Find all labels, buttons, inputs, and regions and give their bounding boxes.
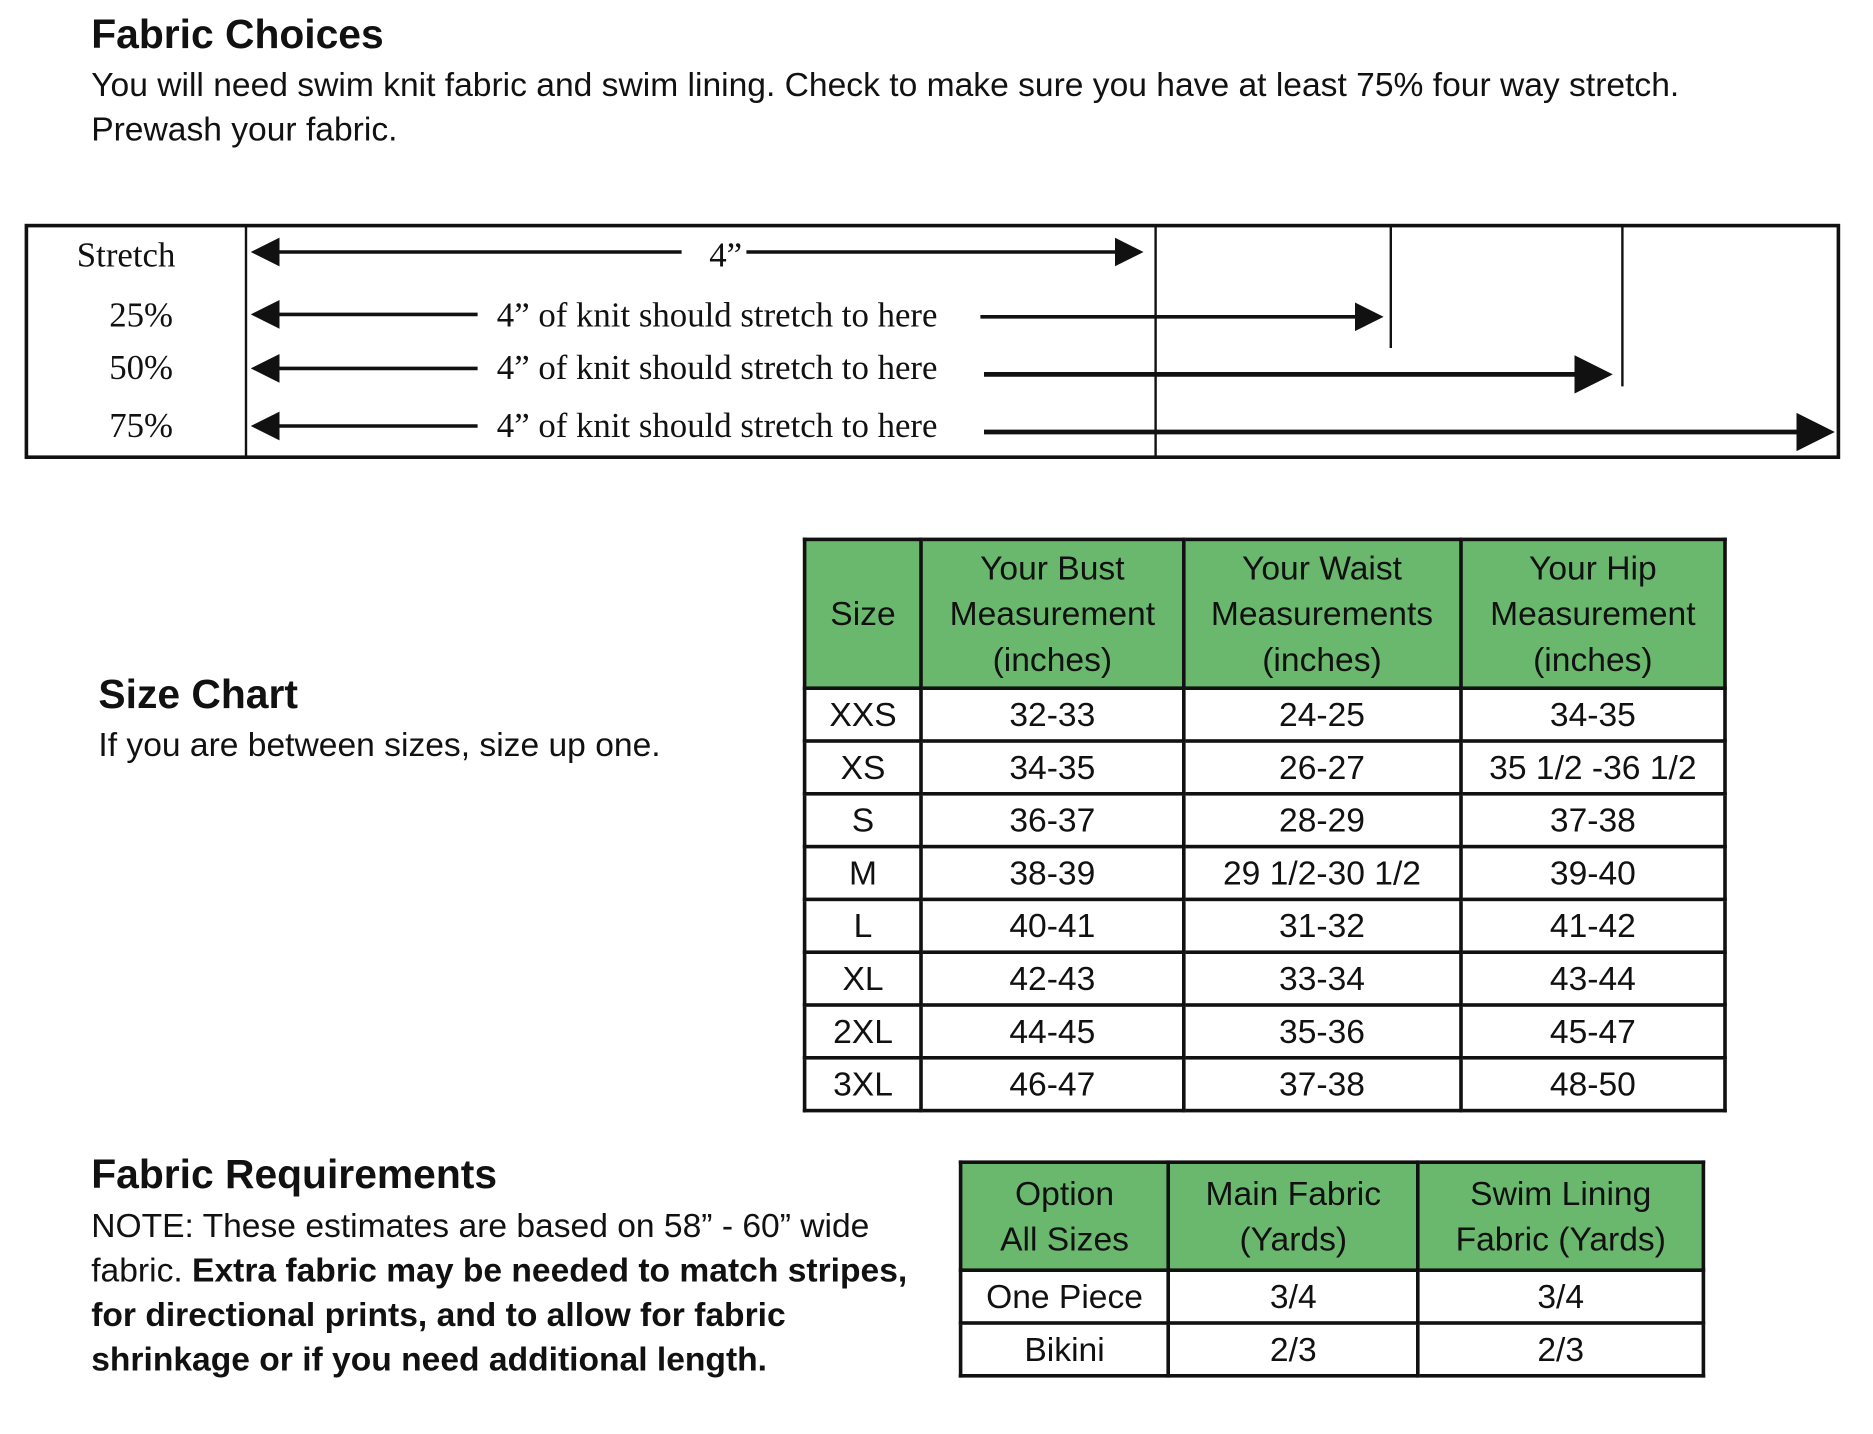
- fabric-choices-text: You will need swim knit fabric and swim …: [91, 66, 1680, 148]
- table-cell: 32-33: [919, 686, 1186, 743]
- stretch-row-25: 25% 4” of knit should stretch to here: [109, 295, 1384, 334]
- header-line: Measurements: [1210, 594, 1434, 632]
- header-line: Fabric (Yards): [1455, 1219, 1666, 1257]
- table-row: XS 34-35 26-27 35 1/2 -36 1/2: [802, 739, 1727, 796]
- svg-text:25%: 25%: [109, 295, 173, 334]
- header-line: Measurement: [949, 594, 1156, 632]
- size-chart-title: Size Chart: [98, 672, 298, 718]
- table-cell: 42-43: [919, 950, 1186, 1007]
- header-line: Option: [1015, 1174, 1115, 1212]
- table-cell: 48-50: [1458, 1056, 1727, 1113]
- table-cell: XS: [802, 739, 924, 796]
- table-row: M 38-39 29 1/2-30 1/2 39-40: [802, 844, 1727, 902]
- table-cell: 29 1/2-30 1/2: [1181, 844, 1463, 902]
- table-row: 2XL 44-45 35-36 45-47: [802, 1003, 1727, 1060]
- table-cell: 2/3: [1166, 1321, 1420, 1378]
- note-plain: NOTE: These estimates are based on 58” -…: [91, 1207, 870, 1289]
- table-cell: One Piece: [958, 1268, 1171, 1325]
- header-line: Swim Lining: [1470, 1174, 1652, 1212]
- column-header: Main Fabric (Yards): [1166, 1160, 1420, 1273]
- table-cell: 36-37: [919, 792, 1186, 849]
- table-row: One Piece 3/4 3/4: [958, 1268, 1706, 1325]
- svg-text:4” of knit should stretch to h: 4” of knit should stretch to here: [497, 348, 938, 387]
- table-cell: 34-35: [1458, 686, 1727, 743]
- table-cell: S: [802, 792, 924, 849]
- header-line: Your Bust: [980, 549, 1125, 587]
- header-line: (inches): [1262, 640, 1382, 678]
- header-line: All Sizes: [1000, 1219, 1129, 1257]
- table-cell: 35-36: [1181, 1003, 1463, 1060]
- table-cell: 37-38: [1458, 792, 1727, 849]
- table-cell: 35 1/2 -36 1/2: [1458, 739, 1727, 796]
- table-cell: 3/4: [1166, 1268, 1420, 1325]
- table-row: 3XL 46-47 37-38 48-50: [802, 1056, 1727, 1113]
- fabric-requirements-title: Fabric Requirements: [91, 1152, 498, 1198]
- fabric-requirements-note: NOTE: These estimates are based on 58” -…: [91, 1204, 907, 1382]
- stretch-guide-diagram: Stretch 4” 25% 4” of knit should stretch…: [24, 223, 1841, 460]
- header-line: Main Fabric: [1205, 1174, 1382, 1212]
- table-row: XXS 32-33 24-25 34-35: [802, 686, 1727, 743]
- table-cell: 34-35: [919, 739, 1186, 796]
- table-cell: 43-44: [1458, 950, 1727, 1007]
- size-chart-note: If you are between sizes, size up one.: [98, 726, 661, 764]
- table-cell: 31-32: [1181, 897, 1463, 955]
- column-header: Size: [802, 537, 924, 691]
- table-row: XL 42-43 33-34 43-44: [802, 950, 1727, 1007]
- table-cell: 45-47: [1458, 1003, 1727, 1060]
- header-line: (Yards): [1239, 1219, 1348, 1257]
- column-header: Swim Lining Fabric (Yards): [1416, 1160, 1706, 1273]
- table-cell: 44-45: [919, 1003, 1186, 1060]
- note-bold: Extra fabric may be needed to match stri…: [91, 1251, 908, 1378]
- table-cell: 3XL: [802, 1056, 924, 1113]
- table-cell: 3/4: [1416, 1268, 1706, 1325]
- svg-text:50%: 50%: [109, 348, 173, 387]
- header-line: (inches): [1533, 640, 1653, 678]
- stretch-guide-border: [24, 223, 1841, 460]
- table-row: Bikini 2/3 2/3: [958, 1321, 1706, 1378]
- table-cell: 46-47: [919, 1056, 1186, 1113]
- table-cell: 37-38: [1181, 1056, 1463, 1113]
- column-header: Your Hip Measurement (inches): [1458, 537, 1727, 691]
- fabric-choices-title: Fabric Choices: [91, 12, 384, 58]
- table-cell: XXS: [802, 686, 924, 743]
- size-chart-table: Size Your Bust Measurement (inches) Your Wai…: [802, 537, 1727, 1113]
- svg-text:4” of knit should stretch to h: 4” of knit should stretch to here: [497, 295, 938, 334]
- table-cell: 33-34: [1181, 950, 1463, 1007]
- table-cell: L: [802, 897, 924, 955]
- table-cell: 24-25: [1181, 686, 1463, 743]
- table-row: S 36-37 28-29 37-38: [802, 792, 1727, 849]
- header-line: Your Waist: [1242, 549, 1402, 587]
- table-cell: 2XL: [802, 1003, 924, 1060]
- table-cell: 28-29: [1181, 792, 1463, 849]
- table-cell: 41-42: [1458, 897, 1727, 955]
- base-length-label: 4”: [709, 235, 742, 274]
- header-line: Your Hip: [1529, 549, 1657, 587]
- column-header: Option All Sizes: [958, 1160, 1171, 1273]
- column-header: Your Bust Measurement (inches): [919, 537, 1186, 691]
- table-row: L 40-41 31-32 41-42: [802, 897, 1727, 955]
- svg-text:75%: 75%: [109, 406, 173, 445]
- fabric-requirements-table: Option All Sizes Main Fabric (Yards) Swim Li…: [958, 1160, 1706, 1378]
- table-cell: 2/3: [1416, 1321, 1706, 1378]
- table-cell: M: [802, 844, 924, 902]
- stretch-header: Stretch: [77, 235, 176, 274]
- header-line: (inches): [992, 640, 1113, 678]
- header-line: Size: [830, 594, 896, 632]
- table-cell: Bikini: [958, 1321, 1171, 1378]
- column-header: Your Waist Measurements (inches): [1181, 537, 1463, 691]
- stretch-row-75: 75% 4” of knit should stretch to here: [109, 406, 1835, 452]
- table-cell: 38-39: [919, 844, 1186, 902]
- table-cell: 40-41: [919, 897, 1186, 955]
- table-cell: XL: [802, 950, 924, 1007]
- table-cell: 26-27: [1181, 739, 1463, 796]
- svg-text:4” of knit should stretch to h: 4” of knit should stretch to here: [497, 406, 938, 445]
- stretch-row-50: 50% 4” of knit should stretch to here: [109, 348, 1613, 394]
- header-line: Measurement: [1490, 594, 1696, 632]
- table-cell: 39-40: [1458, 844, 1727, 902]
